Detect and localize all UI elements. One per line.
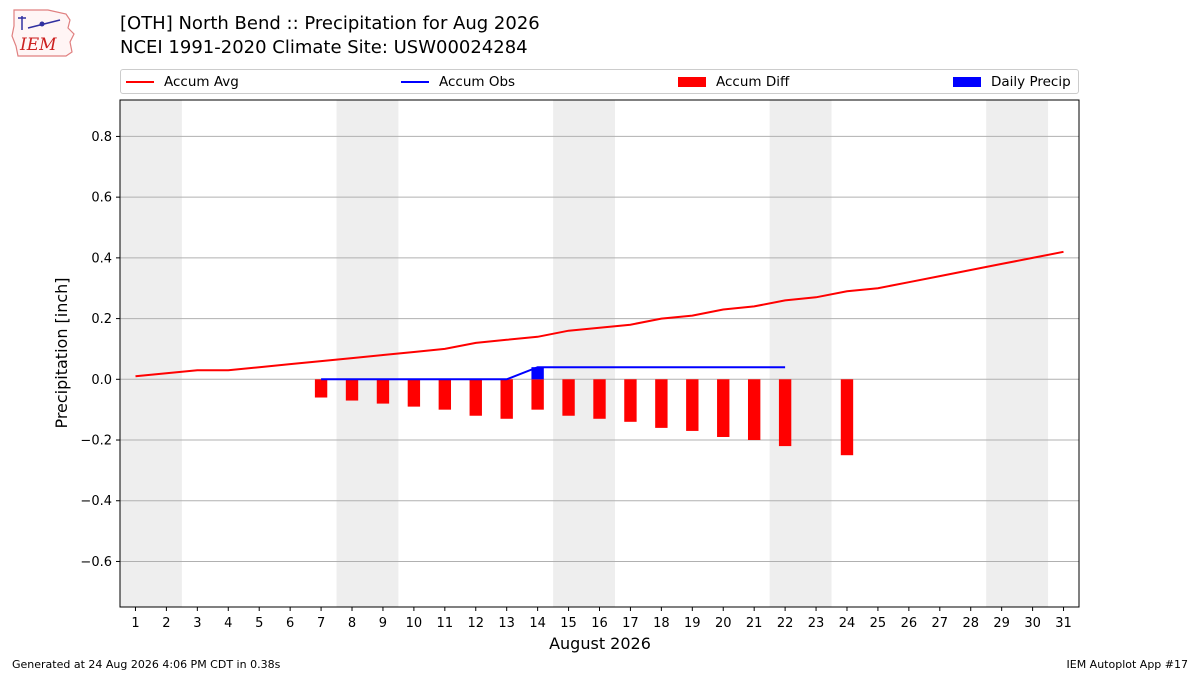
x-tick-label: 25 bbox=[870, 616, 887, 631]
x-tick-label: 10 bbox=[406, 616, 423, 631]
accum-diff-bar-day-16 bbox=[593, 379, 606, 419]
x-tick-label: 24 bbox=[839, 616, 856, 631]
daily-precip-bars bbox=[531, 367, 544, 380]
iem-logo: IEM bbox=[11, 9, 75, 57]
x-tick-label: 18 bbox=[653, 616, 670, 631]
x-tick-label: 2 bbox=[162, 616, 170, 631]
y-tick-label: −0.6 bbox=[80, 555, 112, 570]
x-tick-label: 6 bbox=[286, 616, 294, 631]
x-tick-label: 31 bbox=[1055, 616, 1072, 631]
weekend-band-4 bbox=[986, 100, 1049, 607]
y-tick-label: 0.6 bbox=[91, 191, 112, 206]
x-tick-label: 5 bbox=[255, 616, 263, 631]
x-tick-label: 15 bbox=[560, 616, 577, 631]
x-tick-label: 27 bbox=[932, 616, 949, 631]
x-tick-label: 7 bbox=[317, 616, 325, 631]
x-tick-label: 29 bbox=[993, 616, 1010, 631]
x-tick-label: 13 bbox=[498, 616, 515, 631]
x-tick-label: 21 bbox=[746, 616, 763, 631]
x-axis-label: August 2026 bbox=[549, 634, 651, 653]
weekend-band-3 bbox=[769, 100, 832, 607]
y-tick-label: −0.4 bbox=[80, 494, 112, 509]
x-tick-label: 19 bbox=[684, 616, 701, 631]
legend-label-accum-avg: Accum Avg bbox=[164, 74, 239, 90]
x-tick-label: 14 bbox=[529, 616, 546, 631]
y-tick-label: 0.0 bbox=[91, 373, 112, 388]
accum-diff-bar-day-19 bbox=[686, 379, 699, 431]
legend-swatch-accum-obs bbox=[401, 81, 429, 83]
accum-diff-bar-day-7 bbox=[314, 379, 328, 398]
x-tick-label: 23 bbox=[808, 616, 825, 631]
series-lines bbox=[135, 250, 1064, 381]
x-tick-label: 17 bbox=[622, 616, 639, 631]
legend-swatch-accum-avg bbox=[126, 81, 154, 83]
x-tick-label: 11 bbox=[437, 616, 454, 631]
legend-label-accum-obs: Accum Obs bbox=[439, 74, 516, 90]
x-tick-label: 20 bbox=[715, 616, 732, 631]
accum-diff-bar-day-11 bbox=[438, 379, 452, 410]
daily-precip-bar-day-14 bbox=[531, 367, 544, 380]
x-tick-label: 16 bbox=[591, 616, 608, 631]
accum-diff-bar-day-20 bbox=[717, 379, 730, 437]
legend-item-daily-precip: Daily Precip bbox=[953, 73, 1071, 91]
chart-title: [OTH] North Bend :: Precipitation for Au… bbox=[120, 13, 540, 34]
x-tick-label: 30 bbox=[1024, 616, 1041, 631]
app-note: IEM Autoplot App #17 bbox=[1066, 658, 1189, 671]
x-tick-label: 26 bbox=[901, 616, 918, 631]
accum-diff-bar-day-17 bbox=[624, 379, 637, 422]
x-tick-label: 4 bbox=[224, 616, 232, 631]
accum-diff-bar-day-24 bbox=[840, 379, 854, 456]
accum-diff-bar-day-8 bbox=[345, 379, 359, 401]
weekend-band-2 bbox=[553, 100, 615, 607]
chart-subtitle: NCEI 1991-2020 Climate Site: USW00024284 bbox=[120, 37, 528, 58]
legend-swatch-daily-precip bbox=[953, 77, 981, 87]
accum-diff-bar-day-18 bbox=[655, 379, 668, 428]
legend-label-accum-diff: Accum Diff bbox=[716, 74, 790, 90]
legend-label-daily-precip: Daily Precip bbox=[991, 74, 1071, 90]
y-axis: −0.6 −0.4 −0.2 0.0 0.2 0.4 0.6 0.8 bbox=[80, 130, 120, 570]
generated-note: Generated at 24 Aug 2026 4:06 PM CDT in … bbox=[12, 658, 281, 671]
accum-diff-bar-day-9 bbox=[376, 379, 390, 404]
y-gridlines bbox=[120, 135, 1079, 562]
x-tick-label: 28 bbox=[962, 616, 979, 631]
legend-item-accum-diff: Accum Diff bbox=[678, 73, 789, 91]
y-tick-label: 0.2 bbox=[91, 312, 112, 327]
x-tick-label: 22 bbox=[777, 616, 794, 631]
x-tick-label: 8 bbox=[348, 616, 356, 631]
accum-diff-bar-day-15 bbox=[562, 379, 575, 416]
y-axis-label: Precipitation [inch] bbox=[52, 277, 71, 428]
legend-item-accum-avg: Accum Avg bbox=[126, 73, 239, 91]
y-tick-label: 0.4 bbox=[91, 251, 112, 266]
accum-diff-bars bbox=[314, 379, 854, 456]
x-axis: 1 2 3 4 5 6 7 8 9 10 11 12 13 14 15 16 17 18 19 20 21 22 23 24 2… bbox=[131, 607, 1072, 631]
accum-diff-bar-day-13 bbox=[500, 379, 513, 419]
accum-obs-line bbox=[321, 366, 786, 381]
y-tick-label: −0.2 bbox=[80, 434, 112, 449]
accum-diff-bar-day-21 bbox=[747, 379, 761, 441]
x-tick-label: 12 bbox=[467, 616, 484, 631]
legend-swatch-accum-diff bbox=[678, 77, 706, 87]
accum-diff-bar-day-14 bbox=[531, 379, 544, 410]
accum-diff-bar-day-10 bbox=[407, 379, 421, 407]
y-tick-label: 0.8 bbox=[91, 130, 112, 145]
accum-diff-bar-day-12 bbox=[469, 379, 482, 416]
x-tick-label: 1 bbox=[131, 616, 139, 631]
legend: Accum Avg Accum Obs Accum Diff Daily Pre… bbox=[120, 69, 1079, 94]
x-tick-label: 9 bbox=[379, 616, 387, 631]
weekend-bands bbox=[120, 100, 1049, 607]
legend-item-accum-obs: Accum Obs bbox=[401, 73, 515, 91]
weekend-band-0 bbox=[120, 100, 182, 607]
accum-avg-line bbox=[135, 250, 1064, 378]
accum-diff-bar-day-22 bbox=[778, 379, 792, 447]
logo-text: IEM bbox=[19, 35, 57, 55]
x-tick-label: 3 bbox=[193, 616, 201, 631]
